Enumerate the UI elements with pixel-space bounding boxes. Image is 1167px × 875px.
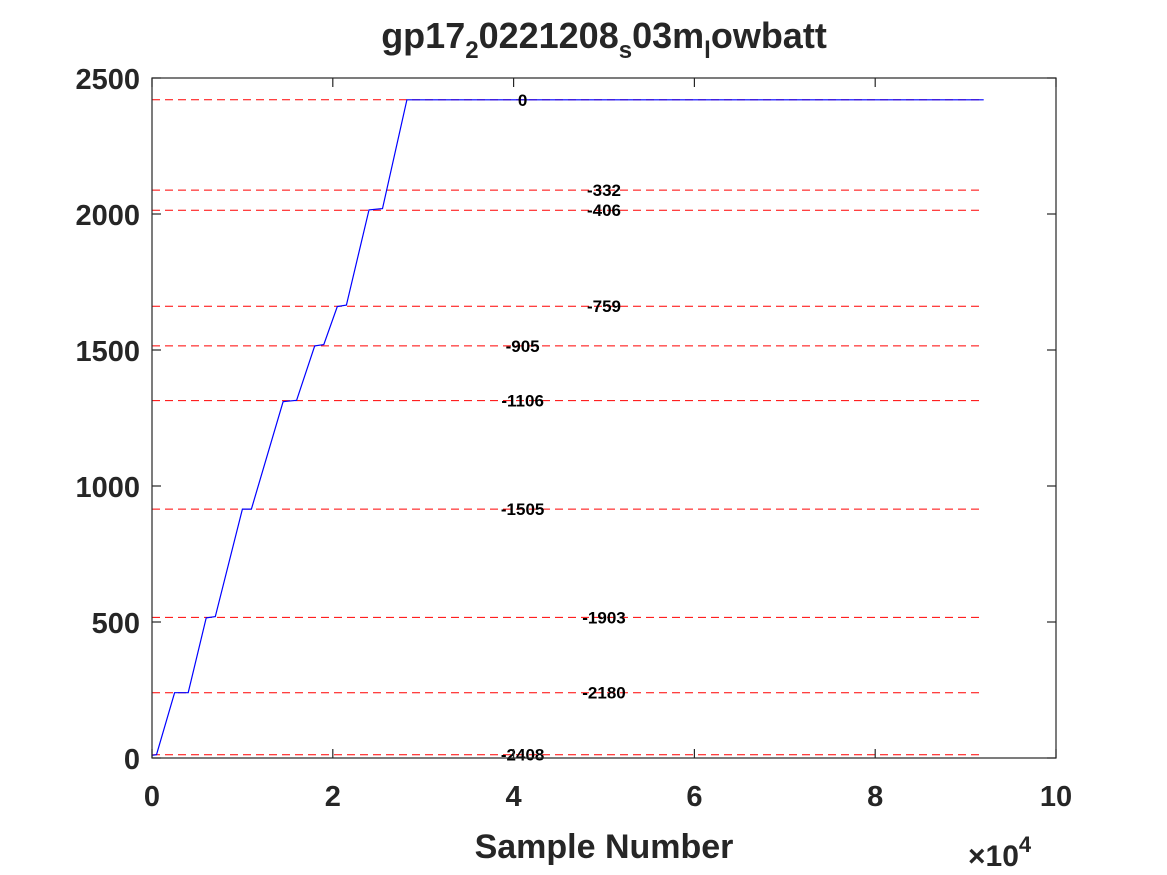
- x-tick-label: 0: [144, 781, 160, 813]
- title-part: gp17: [381, 15, 465, 56]
- y-tick-label: 1000: [75, 472, 140, 504]
- title-subscript: l: [704, 37, 711, 64]
- reference-label: -406: [587, 201, 621, 220]
- reference-label: -1106: [501, 392, 544, 411]
- multiplier-exponent: 4: [1019, 832, 1032, 857]
- plot-frame: [151, 77, 1057, 759]
- y-tick-label: 0: [124, 744, 140, 776]
- title-subscript: 2: [465, 37, 478, 64]
- x-axis-multiplier: ×104: [968, 832, 1032, 873]
- axis-ticks: [151, 77, 1057, 759]
- reference-label: -332: [587, 181, 621, 200]
- x-tick-label: 10: [1040, 781, 1072, 813]
- title-part: 0221208: [479, 15, 619, 56]
- x-tick-labels: 0 2 4 6 8 10: [144, 781, 1072, 813]
- reference-label: -759: [587, 297, 621, 316]
- y-tick-label: 2000: [75, 200, 140, 232]
- y-tick-labels: 0 500 1000 1500 2000 2500: [75, 64, 140, 776]
- chart-title: gp1720221208s03mlowbatt: [381, 15, 827, 64]
- series-layer: [151, 99, 984, 756]
- y-tick-label: 500: [92, 608, 140, 640]
- reference-label: -1903: [582, 608, 625, 627]
- reference-label: 0: [518, 91, 527, 110]
- reference-lines: [152, 99, 984, 756]
- reference-label: -2180: [582, 684, 625, 703]
- x-tick-label: 6: [686, 781, 702, 813]
- x-tick-label: 2: [325, 781, 341, 813]
- multiplier-times-sign: ×: [968, 840, 986, 873]
- x-tick-label: 8: [867, 781, 883, 813]
- reference-label: -905: [506, 337, 540, 356]
- x-axis-label: Sample Number: [475, 828, 734, 866]
- multiplier-base: 10: [986, 840, 1019, 873]
- reference-label: -1505: [501, 500, 544, 519]
- series-line: [151, 99, 984, 756]
- title-subscript: s: [619, 37, 632, 64]
- reference-label: -2408: [501, 746, 544, 765]
- title-part: owbatt: [711, 15, 827, 56]
- y-tick-label: 2500: [75, 64, 140, 96]
- y-tick-label: 1500: [75, 336, 140, 368]
- title-part: 03m: [632, 15, 704, 56]
- reference-labels: 0 -332-406 -759 -905 -1106 -1505 -1903 -2180 -24…: [501, 91, 626, 765]
- x-tick-label: 4: [506, 781, 522, 813]
